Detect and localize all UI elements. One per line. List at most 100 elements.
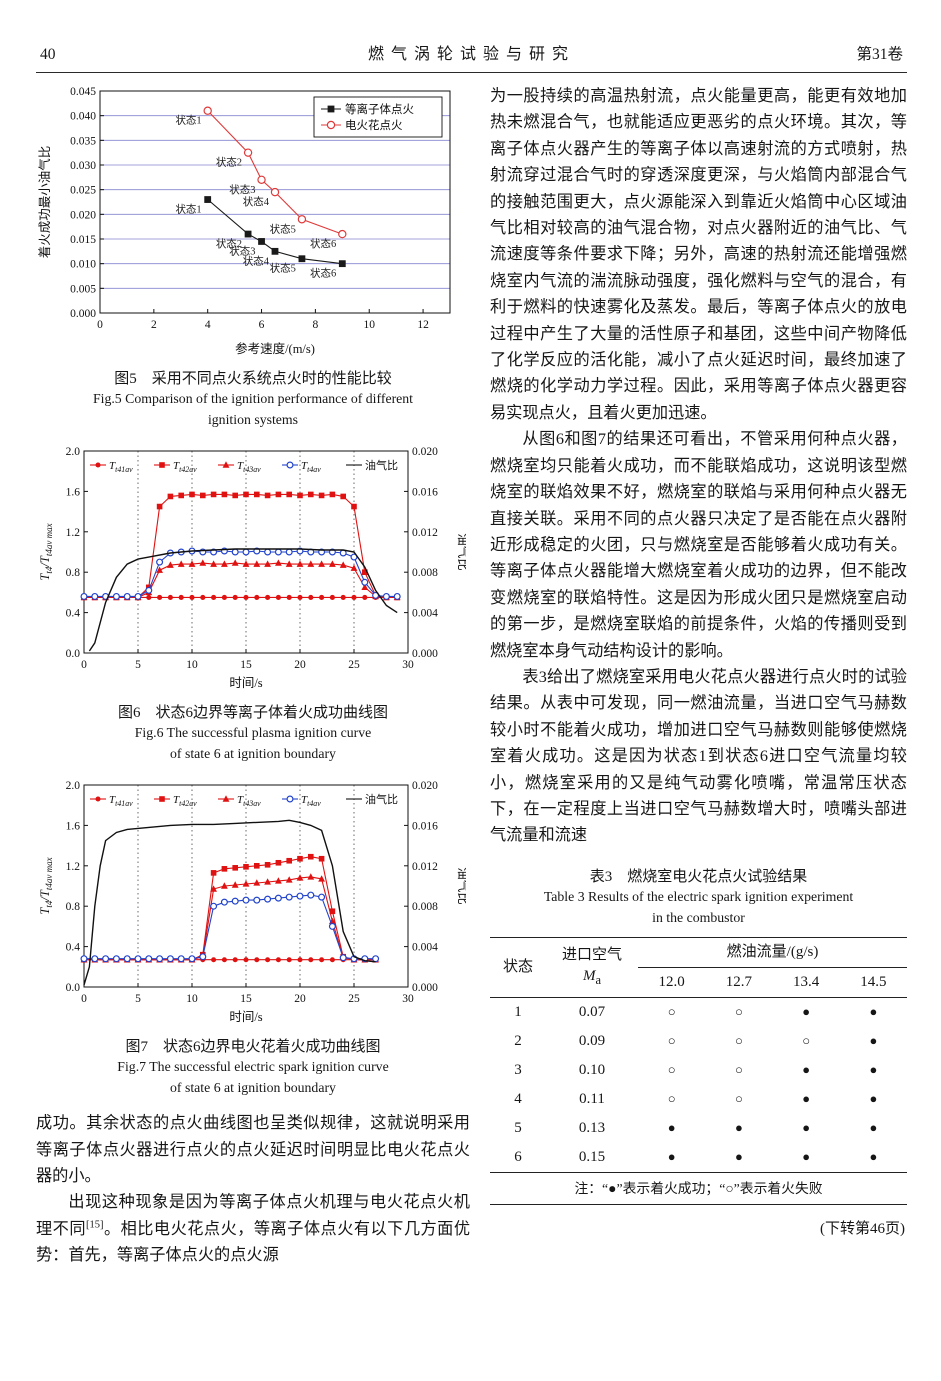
svg-text:4: 4 xyxy=(205,319,211,331)
figure6-caption-en-line1: Fig.6 The successful plasma ignition cur… xyxy=(134,724,372,740)
table3-caption-en-line2: in the combustor xyxy=(652,910,745,926)
svg-text:状态2: 状态2 xyxy=(216,156,242,169)
table3-state-cell: 6 xyxy=(490,1142,546,1173)
table3-header-fuel-flow: 燃油流量/(g/s) xyxy=(638,936,907,968)
chart-axes: 0 5 10 15 20 25 30 0.0 0.4 0.8 1.2 1.6 2.0 0.000 0.004… xyxy=(38,780,471,1024)
svg-text:油气比: 油气比 xyxy=(365,792,398,806)
svg-text:状态1: 状态1 xyxy=(175,114,201,127)
table3-row: 1 0.07 ○ ○ ● ● xyxy=(490,997,907,1027)
svg-text:10: 10 xyxy=(186,993,198,1005)
svg-text:0.016: 0.016 xyxy=(412,820,438,832)
table3-mach-cell: 0.15 xyxy=(546,1142,638,1173)
svg-text:0.004: 0.004 xyxy=(412,607,438,619)
svg-text:Tt42av: Tt42av xyxy=(173,794,197,808)
svg-text:0.8: 0.8 xyxy=(66,901,81,913)
table3-row: 6 0.15 ● ● ● ● xyxy=(490,1142,907,1173)
svg-text:等离子体点火: 等离子体点火 xyxy=(345,102,414,116)
svg-text:0.020: 0.020 xyxy=(412,780,438,792)
svg-text:1.6: 1.6 xyxy=(66,820,81,832)
table3-result-success: ● xyxy=(869,1119,878,1135)
svg-text:25: 25 xyxy=(348,659,360,671)
figure6-chart: 0 5 10 15 20 25 30 0.0 0.4 0.8 1.2 1.6 2.0 0.000 0.004… xyxy=(38,446,471,690)
svg-text:0.015: 0.015 xyxy=(70,234,96,246)
figure5-chart: 0 2 4 6 8 10 12 0.000 0.005 0.010 0.015 0.020 0.025 0… xyxy=(37,86,451,356)
table3-result-success: ● xyxy=(667,1119,676,1135)
page-number: 40 xyxy=(40,46,56,63)
table3-state-cell: 2 xyxy=(514,1032,522,1049)
svg-text:8: 8 xyxy=(313,319,319,331)
svg-text:2.0: 2.0 xyxy=(66,446,81,458)
table3-result-fail: ○ xyxy=(734,1061,743,1077)
svg-text:2.0: 2.0 xyxy=(66,780,81,792)
svg-text:油气比: 油气比 xyxy=(456,533,466,571)
svg-text:0.000: 0.000 xyxy=(412,648,438,660)
figure-6: 0 5 10 15 20 25 30 0.0 0.4 0.8 1.2 1.6 2.0 0.000 0.004… xyxy=(36,443,471,765)
table3-result-fail: ○ xyxy=(667,1032,676,1048)
svg-text:0.004: 0.004 xyxy=(412,941,438,953)
table3-row: 4 0.11 ○ ○ ● ● xyxy=(490,1085,907,1114)
svg-text:6: 6 xyxy=(259,319,265,331)
svg-text:0.4: 0.4 xyxy=(66,941,81,953)
table3-flow-col-header: 12.7 xyxy=(705,967,773,998)
table3-result-success: ● xyxy=(869,1090,878,1106)
svg-text:0.016: 0.016 xyxy=(412,486,438,498)
svg-text:5: 5 xyxy=(135,659,141,671)
chart-series-3 xyxy=(80,891,380,962)
svg-text:电火花点火: 电火花点火 xyxy=(345,119,403,132)
table3-row: 3 0.10 ○ ○ ● ● xyxy=(490,1056,907,1085)
svg-text:0.025: 0.025 xyxy=(70,185,96,197)
figure5-caption-en-line2: ignition systems xyxy=(207,412,299,428)
svg-text:20: 20 xyxy=(294,993,306,1005)
table3-mach-cell: 0.09 xyxy=(578,1032,606,1049)
svg-text:0: 0 xyxy=(81,659,87,671)
table3-header-ma-symbol: Ma xyxy=(582,967,602,987)
table3-result-fail: ○ xyxy=(734,1032,743,1048)
table3-result-fail: ○ xyxy=(667,1090,676,1106)
chart-legend: Tt41av Tt42av Tt43av Tt4av 油气比 xyxy=(90,792,398,808)
table3-result-fail: ○ xyxy=(734,1090,743,1106)
figure7-caption-en-line1: Fig.7 The successful electric spark igni… xyxy=(117,1058,389,1074)
svg-text:0.035: 0.035 xyxy=(70,135,96,147)
svg-text:0.005: 0.005 xyxy=(70,283,96,295)
figure5-caption-en-line1: Fig.5 Comparison of the ignition perform… xyxy=(92,391,414,406)
table3-body: 1 0.07 ○ ○ ● ● 2 0.09 ○ ○ ○ ● 3 0.10 ○ ○ ● ● 4 0.11 ○ ○ ● ● 5 0.1… xyxy=(490,997,907,1173)
table3-flow-col-header: 13.4 xyxy=(772,967,840,998)
table3-result-success: ● xyxy=(802,1119,811,1135)
left-column: 0 2 4 6 8 10 12 0.000 0.005 0.010 0.015 0.020 0.025 0… xyxy=(36,83,471,1269)
svg-text:状态5: 状态5 xyxy=(270,222,296,235)
table3-header-state: 状态 xyxy=(490,936,546,998)
chart-series-0 xyxy=(81,594,400,600)
table3-result-success: ● xyxy=(869,1032,878,1048)
table3-mach-cell: 0.07 xyxy=(578,1003,606,1020)
table3-flow-header-row: 12.0 12.7 13.4 14.5 xyxy=(490,967,907,998)
left-paragraph-1: 成功。其余状态的点火曲线图也呈类似规律，这就说明采用等离子体点火器进行点火的点火… xyxy=(36,1114,470,1186)
table3-state-cell: 3 xyxy=(514,1061,522,1078)
table3: 状态 进口空气 Ma 燃油流量/(g/s) 12.0 12.7 13.4 14.5 1… xyxy=(490,936,907,1205)
svg-text:0: 0 xyxy=(81,993,87,1005)
right-paragraph-3: 表3给出了燃烧室采用电火花点火器进行点火时的试验结果。从表中可发现，同一燃油流量… xyxy=(490,667,907,845)
page-header: 40 燃气涡轮试验与研究 第31卷 xyxy=(36,20,907,73)
svg-text:0.4: 0.4 xyxy=(66,607,81,619)
svg-text:0.008: 0.008 xyxy=(412,901,438,913)
svg-text:30: 30 xyxy=(402,993,414,1005)
svg-text:状态5: 状态5 xyxy=(270,262,296,275)
svg-text:Tt42av: Tt42av xyxy=(173,460,197,474)
svg-text:1.2: 1.2 xyxy=(66,527,81,539)
svg-text:1.2: 1.2 xyxy=(66,860,81,872)
figure6-caption-cn: 图6 状态6边界等离子体着火成功曲线图 xyxy=(117,704,388,721)
svg-text:状态6: 状态6 xyxy=(310,267,336,280)
table3-state-cell: 5 xyxy=(514,1119,522,1136)
svg-text:Tt4av: Tt4av xyxy=(301,794,321,808)
chart-axes: 0 5 10 15 20 25 30 0.0 0.4 0.8 1.2 1.6 2.0 0.000 0.004… xyxy=(38,446,471,690)
svg-text:0.0: 0.0 xyxy=(66,982,81,994)
figure-7: 0 5 10 15 20 25 30 0.0 0.4 0.8 1.2 1.6 2.0 0.000 0.004… xyxy=(36,777,471,1099)
table3-note-row: 注：“●”表示着火成功；“○”表示着火失败 xyxy=(490,1172,907,1205)
svg-text:状态2: 状态2 xyxy=(216,237,242,250)
table3-flow-col-header: 14.5 xyxy=(839,967,907,998)
right-column: 为一股持续的高温热射流，点火能量更高，能更有效地加热未燃混合气，也就能适应更恶劣… xyxy=(490,83,907,1269)
svg-text:Tt4/Tt4av max: Tt4/Tt4av max xyxy=(38,857,54,914)
svg-text:15: 15 xyxy=(240,993,252,1005)
table3-result-success: ● xyxy=(839,1142,907,1173)
